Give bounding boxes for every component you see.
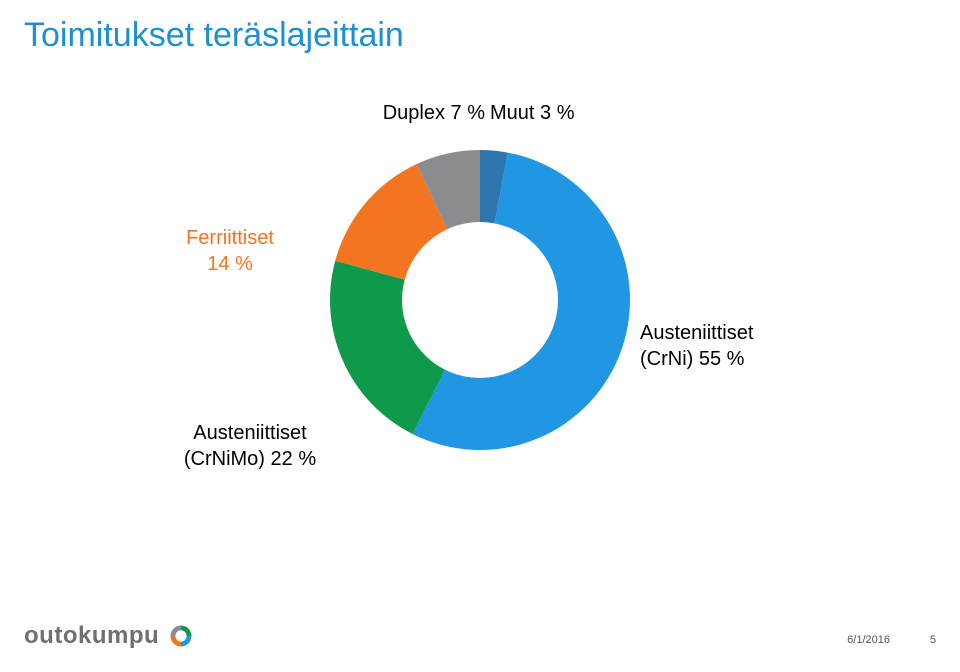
page-title: Toimitukset teräslajeittain: [24, 16, 404, 55]
donut-chart-area: Duplex 7 % Muut 3 % Ferriittiset 14 % Au…: [0, 80, 960, 560]
logo-text: outokumpu: [24, 622, 159, 650]
label-aust-crnimo-line1: Austeniittiset: [150, 420, 350, 446]
label-muut-line1: Muut 3 %: [490, 100, 640, 126]
label-ferriitti-line2: 14 %: [150, 251, 310, 277]
logo-ring-segment: [181, 636, 192, 647]
logo: outokumpu: [24, 622, 195, 650]
logo-ring-segment: [181, 626, 192, 637]
logo-ring-icon: [167, 622, 195, 650]
label-aust-crnimo: Austeniittiset (CrNiMo) 22 %: [150, 420, 350, 472]
label-ferriitti-line1: Ferriittiset: [150, 225, 310, 251]
label-aust-crnimo-line2: (CrNiMo) 22 %: [150, 446, 350, 472]
label-aust-crni-line1: Austeniittiset: [640, 320, 840, 346]
footer: outokumpu 6/1/2016 5: [0, 614, 960, 650]
footer-date: 6/1/2016: [847, 634, 890, 646]
label-aust-crni-line2: (CrNi) 55 %: [640, 346, 840, 372]
label-duplex-line1: Duplex 7 %: [345, 100, 485, 126]
donut-chart: [330, 150, 630, 450]
label-muut: Muut 3 %: [490, 100, 640, 126]
footer-page-number: 5: [930, 634, 936, 646]
logo-ring-segment: [171, 626, 182, 637]
label-aust-crni: Austeniittiset (CrNi) 55 %: [640, 320, 840, 372]
label-duplex: Duplex 7 %: [345, 100, 485, 126]
label-ferriitti: Ferriittiset 14 %: [150, 225, 310, 277]
logo-ring-segment: [171, 636, 182, 647]
donut-hole: [402, 222, 558, 378]
